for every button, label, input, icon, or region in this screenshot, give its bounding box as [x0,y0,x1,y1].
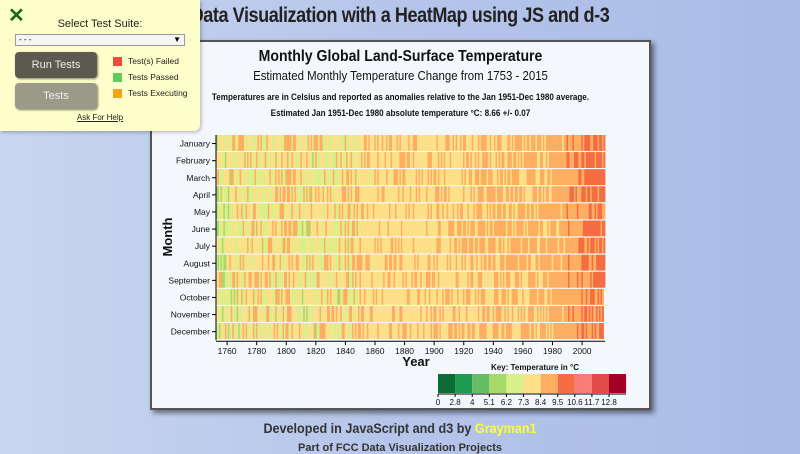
legend-passed: Tests Passed [113,72,179,82]
legend-failed: Test(s) Failed [113,56,179,66]
chevron-down-icon: ▼ [173,35,181,45]
heatmap-cell [604,255,606,271]
heatmap-cell [602,289,604,305]
legend-swatch [541,374,558,393]
y-tick-label: September [168,275,210,285]
heatmap-cell [604,203,606,219]
test-suite-panel: ✕ Select Test Suite: - - -▼ Run Tests Te… [0,0,200,131]
x-tick-label: 2000 [573,346,592,356]
legend-tick-label: 5.1 [484,398,496,407]
x-tick-label: 1920 [454,346,473,356]
y-tick-label: November [171,310,210,320]
footer-line-2: Part of FCC Data Visualization Projects [0,442,800,454]
legend-executing: Tests Executing [113,88,188,98]
tests-button[interactable]: Tests [15,83,97,109]
x-tick-label: 1940 [484,346,503,356]
x-tick-label: 1780 [247,346,266,356]
executing-swatch [113,89,122,98]
legend-tick-label: 2.8 [450,398,462,407]
heatmap-cell [604,221,606,237]
heatmap-cell [604,152,606,168]
passed-swatch [113,73,122,82]
y-tick-label: April [193,190,210,200]
heatmap-cell [602,306,604,322]
heatmap-cell [602,323,604,339]
heatmap-cell [604,186,606,202]
heatmap-cells [216,135,605,339]
y-axis-label: Month [160,217,175,256]
y-tick-label: December [171,327,210,337]
legend-tick-label: 10.6 [567,398,583,407]
y-tick-label: July [195,241,211,251]
y-tick-label: January [180,139,211,149]
y-tick-label: June [192,224,211,234]
y-axis: January February March April May June July Augu… [168,135,216,340]
legend-swatch [455,374,472,393]
legend-swatch [558,374,575,393]
legend-tick-label: 6.2 [501,398,513,407]
select-label: Select Test Suite: [0,18,200,30]
legend-swatch [524,374,541,393]
legend-swatch [609,374,626,393]
select-value: - - - [19,35,31,44]
legend-swatch [438,374,455,393]
x-tick-label: 1980 [543,346,562,356]
legend-tick-label: 4 [470,398,475,407]
y-tick-label: August [184,258,211,268]
x-tick-label: 1860 [366,346,385,356]
heatmap-cell [604,238,606,254]
heatmap-cell [604,272,606,288]
legend-tick-label: 12.8 [601,398,617,407]
legend-tick-label: 11.7 [584,398,600,407]
x-tick-label: 1820 [306,346,325,356]
x-tick-label: 1760 [218,346,237,356]
author-link[interactable]: Grayman1 [475,420,537,436]
legend-swatch [592,374,609,393]
x-axis-label: Year [402,354,429,369]
legend-label: Tests Executing [128,88,188,98]
x-tick-label: 1960 [513,346,532,356]
legend-tick-label: 8.4 [535,398,547,407]
heatmap-cell [604,169,606,185]
footer-text: Developed in JavaScript and d3 by [263,420,474,436]
ask-for-help-link[interactable]: Ask For Help [0,113,200,122]
y-tick-label: October [180,292,210,302]
legend-tick-label: 7.3 [518,398,530,407]
legend-swatch [506,374,523,393]
legend-title: Key: Temperature in °C [491,363,579,372]
legend-label: Tests Passed [128,72,179,82]
legend-tick-label: 0 [436,398,441,407]
legend-label: Test(s) Failed [128,56,179,66]
legend-swatch [575,374,592,393]
failed-swatch [113,57,122,66]
legend-swatch [472,374,489,393]
x-tick-label: 1840 [336,346,355,356]
heatmap-cell [604,135,606,151]
footer-credit: Developed in JavaScript and d3 by Grayma… [40,420,760,436]
legend-swatch [489,374,506,393]
x-tick-label: 1800 [277,346,296,356]
test-suite-select[interactable]: - - - ▼ [15,34,185,46]
y-tick-label: February [176,156,211,166]
y-tick-label: March [186,173,210,183]
legend-tick-label: 9.5 [552,398,564,407]
run-tests-button[interactable]: Run Tests [15,52,97,78]
y-tick-label: May [194,207,211,217]
